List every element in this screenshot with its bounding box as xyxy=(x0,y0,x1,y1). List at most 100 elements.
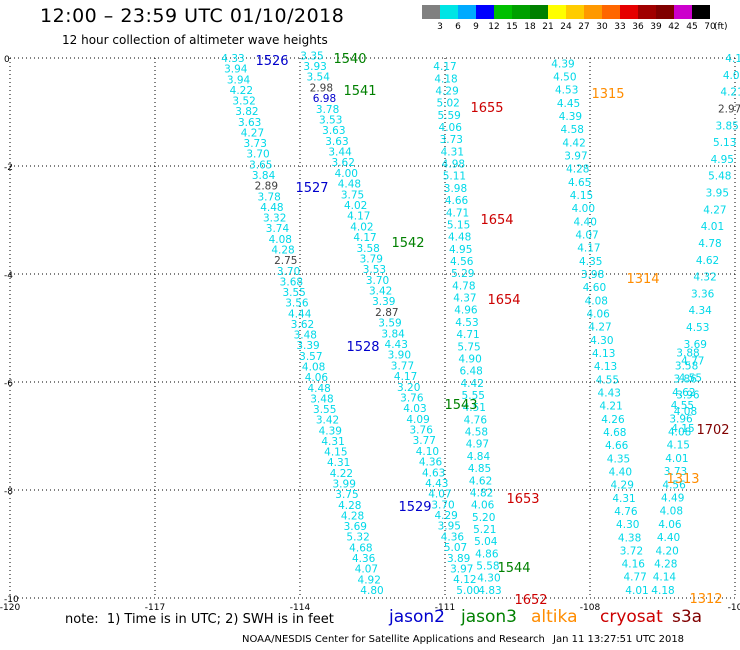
wave-height-value: 3.86 xyxy=(674,374,698,386)
lat-tick-label: -8 xyxy=(4,487,13,497)
wave-height-value: 2.87 xyxy=(375,307,398,319)
wave-height-value: 4.36 xyxy=(352,553,376,565)
wave-height-value: 4.07 xyxy=(575,230,598,242)
wave-height-value: 4.10 xyxy=(416,446,439,458)
wave-height-value: 5.00 xyxy=(456,585,479,597)
wave-height-value: 4.14 xyxy=(653,572,677,584)
wave-height-value: 4.03 xyxy=(403,403,426,415)
wave-height-value: 3.44 xyxy=(328,147,352,159)
colorbar-swatch xyxy=(656,5,674,19)
wave-height-value: 4.27 xyxy=(703,204,726,216)
wave-height-value: 3.69 xyxy=(344,521,367,533)
wave-height-value: 4.15 xyxy=(570,190,593,202)
wave-height-value: 3.98 xyxy=(581,269,604,281)
colorbar-label: 24 xyxy=(560,22,572,32)
wave-height-value: 3.62 xyxy=(332,157,355,169)
wave-height-value: 4.50 xyxy=(553,72,576,84)
wave-height-value: 4.78 xyxy=(698,238,721,250)
wave-height-value: 5.58 xyxy=(476,561,499,573)
wave-height-value: 4.02 xyxy=(350,221,373,233)
wave-height-value: 4.90 xyxy=(458,353,481,365)
wave-height-value: 3.55 xyxy=(313,404,336,416)
colorbar-swatch xyxy=(458,5,476,19)
wave-height-value: 3.89 xyxy=(447,553,470,565)
wave-height-value: 3.73 xyxy=(440,134,463,146)
track-id-label: 1542 xyxy=(391,236,424,251)
wave-height-value: 4.08 xyxy=(660,506,683,518)
wave-height-value: 4.17 xyxy=(353,232,376,244)
wave-height-value: 3.84 xyxy=(381,328,405,340)
wave-height-value: 3.69 xyxy=(684,339,707,351)
wave-height-value: 3.52 xyxy=(232,96,255,108)
wave-height-value: 4.15 xyxy=(671,423,694,435)
track-id-label: 1654 xyxy=(480,213,513,228)
wave-height-value: 4.92 xyxy=(358,574,381,586)
wave-height-value: 4.06 xyxy=(305,372,329,384)
wave-height-value: 4.96 xyxy=(454,305,478,317)
wave-height-value: 3.93 xyxy=(303,61,326,73)
colorbar-swatch xyxy=(620,5,638,19)
wave-height-value: 5.11 xyxy=(443,171,466,183)
wave-height-value: 3.57 xyxy=(299,351,322,363)
lat-tick-label: 0 xyxy=(4,55,10,65)
wave-height-value: 3.20 xyxy=(397,382,420,394)
wave-height-value: 4.01 xyxy=(625,585,648,597)
wave-height-value: 4.56 xyxy=(450,256,474,268)
colorbar-swatch xyxy=(692,5,710,19)
wave-height-value: 3.96 xyxy=(676,389,700,401)
wave-height-value: 3.74 xyxy=(266,223,290,235)
track-id-label: 1655 xyxy=(470,101,503,116)
wave-height-value: 4.43 xyxy=(385,339,408,351)
wave-height-value: 3.42 xyxy=(369,286,392,298)
colorbar-label: 45 xyxy=(686,22,698,32)
wave-height-value: 4.44 xyxy=(288,308,312,320)
wave-height-value: 4.30 xyxy=(590,335,613,347)
wave-height-value: 4.08 xyxy=(269,234,292,246)
wave-height-value: 4.48 xyxy=(448,232,471,244)
wave-height-value: 4.18 xyxy=(651,585,674,597)
wave-height-value: 6.98 xyxy=(313,93,336,105)
wave-height-value: 4.55 xyxy=(679,372,702,384)
wave-height-value: 4.39 xyxy=(551,58,574,70)
wave-height-value: 4.16 xyxy=(622,559,646,571)
wave-height-value: 3.72 xyxy=(620,545,643,557)
wave-height-value: 3.97 xyxy=(450,564,473,576)
wave-height-value: 4.82 xyxy=(470,487,493,499)
wave-height-value: 4.06 xyxy=(723,70,740,82)
wave-height-value: 2.97 xyxy=(718,103,740,115)
wave-height-value: 5.55 xyxy=(462,390,485,402)
wave-height-value: 4.18 xyxy=(725,53,740,65)
wave-height-value: 2.75 xyxy=(274,255,297,267)
track-id-label: 1654 xyxy=(487,293,520,308)
wave-height-value: 4.28 xyxy=(271,244,294,256)
legend-s3a: s3a xyxy=(672,607,703,627)
wave-height-value: 4.39 xyxy=(319,425,342,437)
wave-height-value: 4.48 xyxy=(338,179,361,191)
wave-height-value: 3.76 xyxy=(410,425,434,437)
wave-height-value: 5.04 xyxy=(474,536,498,548)
wave-height-value: 3.63 xyxy=(325,136,348,148)
wave-height-value: 3.95 xyxy=(706,188,729,200)
wave-height-value: 4.84 xyxy=(467,451,491,463)
lon-tick-label: -120 xyxy=(0,603,20,613)
colorbar-label: 12 xyxy=(488,22,500,32)
wave-height-value: 3.98 xyxy=(444,183,467,195)
wave-height-value: 4.65 xyxy=(568,177,591,189)
lat-tick-label: -10 xyxy=(4,595,19,605)
colorbar-swatch xyxy=(530,5,548,19)
wave-height-value: 4.17 xyxy=(577,243,600,255)
wave-height-value: 4.77 xyxy=(623,572,646,584)
wave-height-value: 4.01 xyxy=(701,221,724,233)
wave-height-value: 3.77 xyxy=(413,435,436,447)
wave-height-value: 3.85 xyxy=(715,120,738,132)
wave-height-value: 4.62 xyxy=(469,475,492,487)
legend-altika: altika xyxy=(531,607,578,627)
wave-height-value: 4.00 xyxy=(572,203,595,215)
wave-height-value: 4.21 xyxy=(599,401,622,413)
colorbar-swatch xyxy=(548,5,566,19)
colorbar-swatch xyxy=(674,5,692,19)
wave-height-value: 4.86 xyxy=(475,548,499,560)
wave-height-value: 4.07 xyxy=(355,564,378,576)
track-id-label: 1312 xyxy=(689,592,722,607)
